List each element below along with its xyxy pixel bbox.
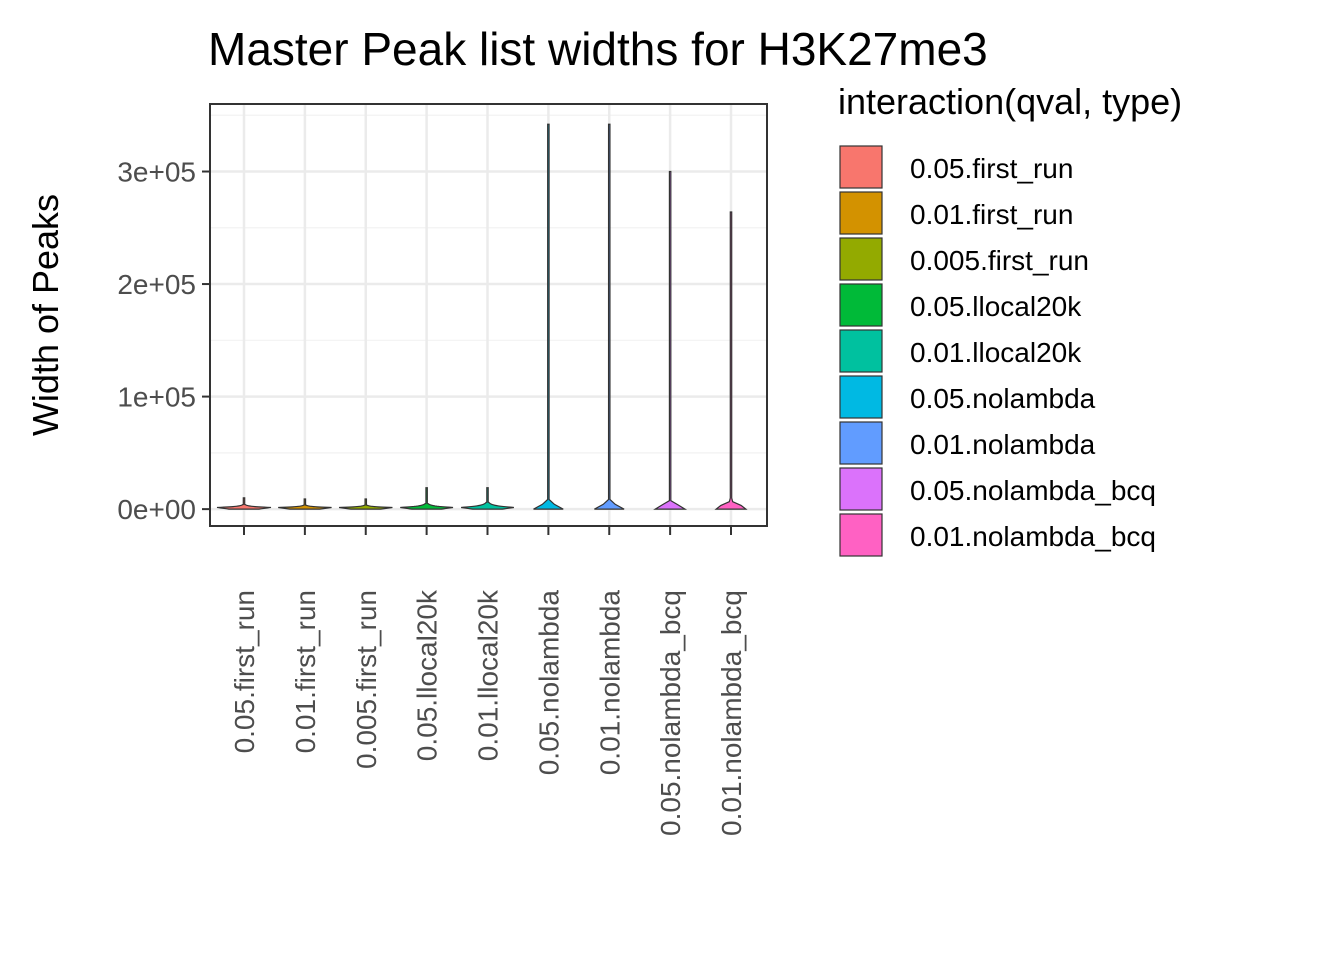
- legend-key-0.05.nolambda_bcq: [839, 467, 883, 511]
- x-tick-label: 0.05.first_run: [229, 590, 260, 753]
- legend-key-0.01.first_run: [839, 191, 883, 235]
- legend-label: 0.005.first_run: [910, 245, 1089, 276]
- x-tick-label: 0.005.first_run: [351, 590, 382, 769]
- y-tick-label: 0e+00: [117, 494, 196, 525]
- legend-key-0.01.llocal20k: [839, 329, 883, 373]
- y-axis: 0e+00 1e+05 2e+05 3e+05: [117, 157, 210, 525]
- legend-label: 0.05.nolambda_bcq: [910, 475, 1156, 506]
- violin-0.01.nolambda_bcq: [714, 211, 748, 510]
- y-tick-label: 1e+05: [117, 382, 196, 413]
- y-tick-label: 3e+05: [117, 157, 196, 188]
- violin-0.01.first_run: [278, 498, 332, 510]
- legend-key-0.05.nolambda: [839, 375, 883, 419]
- chart-title: Master Peak list widths for H3K27me3: [208, 23, 988, 75]
- grid: [210, 104, 767, 526]
- x-tick-label: 0.05.nolambda: [533, 590, 564, 776]
- y-tick-label: 2e+05: [117, 269, 196, 300]
- legend-label: 0.05.llocal20k: [910, 291, 1082, 322]
- x-tick-label: 0.05.llocal20k: [412, 589, 443, 761]
- legend-label: 0.01.llocal20k: [910, 337, 1082, 368]
- legend-key-0.01.nolambda: [839, 421, 883, 465]
- legend: interaction(qval, type) 0.05.first_run0.…: [838, 81, 1182, 557]
- violin-0.05.llocal20k: [400, 487, 454, 510]
- legend-label: 0.01.first_run: [910, 199, 1073, 230]
- legend-label: 0.05.first_run: [910, 153, 1073, 184]
- legend-items: 0.05.first_run 0.01.first_run 0.005.first_…: [839, 145, 1156, 557]
- x-tick-label: 0.01.first_run: [290, 590, 321, 753]
- legend-label: 0.05.nolambda: [910, 383, 1096, 414]
- violin-0.05.first_run: [216, 497, 272, 510]
- legend-label: 0.01.nolambda_bcq: [910, 521, 1156, 552]
- legend-key-0.05.first_run: [839, 145, 883, 189]
- violin-0.005.first_run: [338, 498, 393, 510]
- violin-0.05.nolambda: [533, 123, 564, 510]
- legend-key-0.05.llocal20k: [839, 283, 883, 327]
- legend-key-0.01.nolambda_bcq: [839, 513, 883, 557]
- x-tick-label: 0.05.nolambda_bcq: [655, 590, 686, 836]
- x-tick-label: 0.01.nolambda_bcq: [716, 590, 747, 836]
- x-tick-label: 0.01.llocal20k: [473, 589, 504, 761]
- legend-title: interaction(qval, type): [838, 81, 1182, 122]
- legend-key-0.005.first_run: [839, 237, 883, 281]
- x-tick-label: 0.01.nolambda: [594, 590, 625, 776]
- violin-0.01.llocal20k: [461, 487, 514, 510]
- x-axis: 0.05.first_run 0.01.first_run 0.005.first_…: [229, 526, 747, 836]
- y-axis-title: Width of Peaks: [25, 194, 66, 436]
- violin-0.01.nolambda: [594, 123, 625, 510]
- legend-label: 0.01.nolambda: [910, 429, 1096, 460]
- violins: [216, 123, 748, 510]
- violin-0.05.nolambda_bcq: [653, 170, 688, 510]
